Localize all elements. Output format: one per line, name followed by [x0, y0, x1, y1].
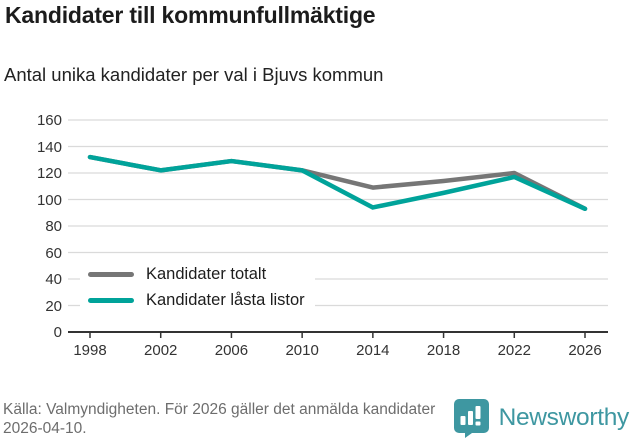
y-tick-label: 40 — [45, 271, 62, 288]
source-note: Källa: Valmyndigheten. För 2026 gäller d… — [3, 401, 436, 437]
legend-item-locked-lists: Kandidater låsta listor — [88, 287, 305, 313]
y-tick-label: 60 — [45, 244, 62, 262]
y-tick-label: 120 — [36, 165, 62, 182]
legend-item-total: Kandidater totalt — [88, 261, 305, 287]
y-tick-label: 20 — [45, 297, 62, 315]
newsworthy-wordmark: Newsworthy — [498, 404, 630, 431]
x-tick-label: 2022 — [497, 342, 531, 359]
newsworthy-logo: Newsworthy — [453, 398, 629, 438]
x-tick-label: 2026 — [568, 342, 602, 359]
x-tick-label: 2010 — [285, 342, 319, 359]
x-tick-label: 2006 — [214, 342, 249, 359]
x-tick-label: 2018 — [426, 342, 461, 359]
x-tick-label: 2002 — [144, 342, 178, 359]
line-chart-plot — [68, 119, 608, 338]
series-line-1 — [87, 154, 588, 212]
chart-subtitle: Antal unika kandidater per val i Bjuvs k… — [4, 64, 384, 85]
newsworthy-badge-icon — [453, 399, 489, 438]
page-title: Kandidater till kommunfullmäktige — [5, 2, 376, 28]
series-line-0 — [87, 154, 588, 212]
legend-swatch-teal — [88, 297, 134, 303]
y-tick-label: 100 — [36, 191, 62, 209]
x-tick-label: 2014 — [356, 342, 390, 359]
y-tick-label: 160 — [36, 112, 62, 129]
chart-legend: Kandidater totalt Kandidater låsta listo… — [80, 257, 315, 317]
y-tick-label: 80 — [45, 218, 62, 235]
y-tick-label: 0 — [53, 324, 62, 341]
y-tick-label: 140 — [36, 138, 62, 156]
legend-label: Kandidater totalt — [146, 264, 267, 283]
legend-swatch-gray — [88, 271, 134, 277]
legend-label: Kandidater låsta listor — [146, 290, 305, 309]
x-tick-label: 1998 — [73, 342, 107, 359]
